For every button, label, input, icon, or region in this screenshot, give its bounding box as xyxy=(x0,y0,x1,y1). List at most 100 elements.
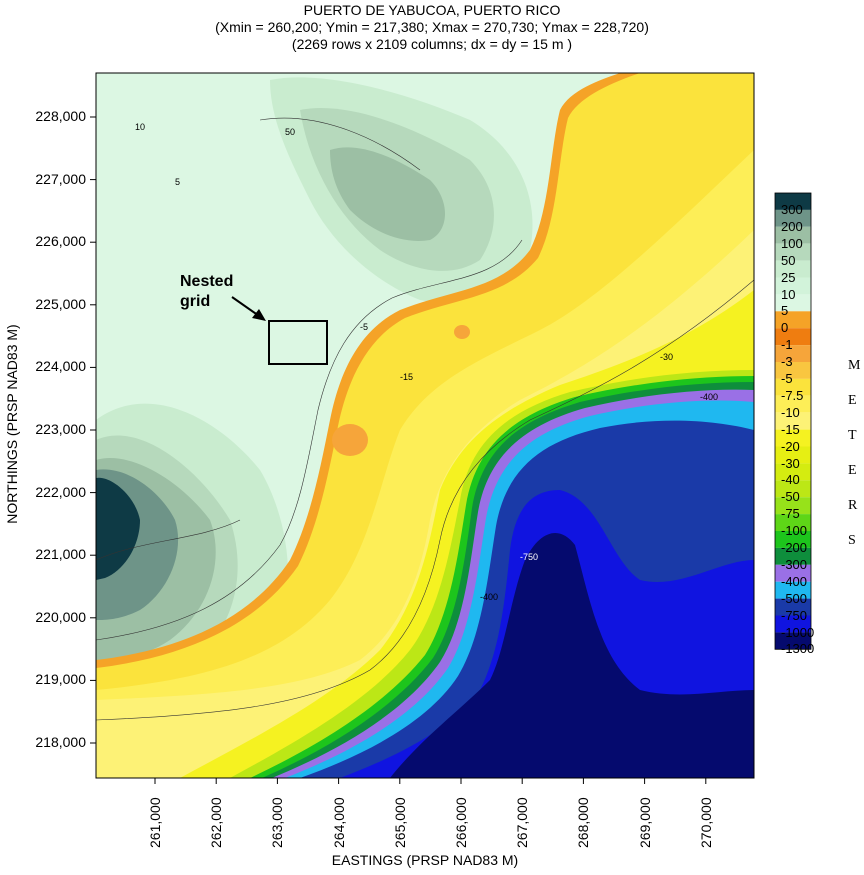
units-letter: S xyxy=(848,533,856,548)
legend-label: -200 xyxy=(781,540,808,555)
legend-label: 5 xyxy=(781,303,789,319)
legend-swatch xyxy=(775,243,811,261)
legend-label: -750 xyxy=(781,607,808,623)
nested-grid-arrowhead xyxy=(252,309,266,321)
y-tick-label: 223,000 xyxy=(35,421,86,437)
legend-swatch xyxy=(775,446,811,464)
legend-swatch xyxy=(775,564,811,582)
legend-swatch xyxy=(775,497,811,515)
legend-swatch xyxy=(775,328,811,346)
x-axis-label: EASTINGS (PRSP NAD83 M) xyxy=(331,852,519,868)
x-tick-label: 265,000 xyxy=(391,797,408,848)
legend-label: -5 xyxy=(781,371,793,386)
legend-label: 0 xyxy=(781,320,789,336)
contour-label: 50 xyxy=(285,127,295,137)
y-tick-label: 221,000 xyxy=(35,546,86,563)
legend-swatch xyxy=(775,531,811,548)
contour-line xyxy=(96,279,754,721)
contour-line xyxy=(96,239,523,641)
legend-label: -100 xyxy=(781,523,808,539)
x-tick-label: 262,000 xyxy=(208,797,225,848)
legend-label: -10 xyxy=(781,404,800,420)
contour-label: -400 xyxy=(480,592,498,602)
legend-label: -1000 xyxy=(781,624,815,640)
x-tick-label: 261,000 xyxy=(147,797,163,848)
legend-swatch xyxy=(775,260,811,278)
shoal xyxy=(332,424,368,456)
legend-label: -3 xyxy=(781,354,793,370)
x-tick-label: 269,000 xyxy=(636,797,653,848)
nested-grid-label: Nested grid xyxy=(180,273,234,310)
legend-swatch xyxy=(775,412,811,430)
legend-label: -1300 xyxy=(781,641,815,657)
units-letter: R xyxy=(848,498,858,513)
units-letter: M xyxy=(848,358,861,373)
plot-frame xyxy=(95,72,755,779)
legend-label: 300 xyxy=(781,202,803,217)
shoal xyxy=(454,325,470,339)
legend-swatch xyxy=(775,311,811,329)
legend-swatch xyxy=(775,514,811,531)
terrain-300 xyxy=(96,477,140,580)
legend-frame xyxy=(774,192,812,650)
legend-label: -40 xyxy=(781,472,800,488)
legend-label: -7.5 xyxy=(781,387,804,403)
legend-swatch xyxy=(775,429,811,447)
legend-label: -15 xyxy=(781,421,800,437)
x-tick-label: 266,000 xyxy=(453,797,469,848)
y-tick-marks xyxy=(90,116,96,744)
map-title: PUERTO DE YABUCOA, PUERTO RICO (Xmin = 2… xyxy=(0,2,864,53)
title-line-1: PUERTO DE YABUCOA, PUERTO RICO xyxy=(303,2,561,18)
legend-label: 50 xyxy=(781,252,796,268)
y-tick-label: 228,000 xyxy=(35,108,86,124)
x-tick-marks xyxy=(154,778,707,784)
legend-label: -1 xyxy=(781,337,793,353)
contour-label: -750 xyxy=(520,552,538,562)
legend-label: -400 xyxy=(781,573,808,589)
legend-label: 10 xyxy=(781,286,796,302)
legend-label: -50 xyxy=(781,489,800,505)
title-line-2: (Xmin = 260,200; Ymin = 217,380; Xmax = … xyxy=(215,19,649,35)
legend-swatch xyxy=(775,547,811,565)
legend-swatch xyxy=(775,226,811,244)
legend-label: 200 xyxy=(781,218,803,234)
legend-swatch xyxy=(775,480,811,498)
legend-swatch xyxy=(775,362,811,379)
y-tick-label: 227,000 xyxy=(35,170,86,187)
legend-label: -75 xyxy=(781,506,800,522)
contour-label: -15 xyxy=(400,372,413,382)
y-tick-label: 225,000 xyxy=(35,295,86,312)
contour-line xyxy=(259,117,421,171)
legend-swatch xyxy=(775,395,811,413)
y-tick-label: 224,000 xyxy=(35,358,86,375)
y-tick-label: 218,000 xyxy=(35,734,86,750)
legend-swatch xyxy=(775,294,811,312)
y-axis-label: NORTHINGS (PRSP NAD83 M) xyxy=(4,324,20,524)
y-tick-label: 222,000 xyxy=(35,483,86,500)
y-tick-label: 226,000 xyxy=(35,233,86,250)
legend-label: -500 xyxy=(781,590,808,606)
units-letter: T xyxy=(848,428,857,443)
terrain-north-100 xyxy=(330,147,445,241)
contour-label: 5 xyxy=(175,177,180,187)
legend-swatch xyxy=(775,378,811,396)
units-letter: E xyxy=(848,463,857,478)
x-tick-label: 267,000 xyxy=(514,797,531,848)
legend-swatch xyxy=(775,632,811,650)
legend-swatch xyxy=(775,193,811,210)
legend-label: -20 xyxy=(781,438,800,454)
x-tick-label: 264,000 xyxy=(330,797,347,848)
legend xyxy=(774,192,812,650)
x-tick-label: 270,000 xyxy=(697,797,714,848)
legend-label: -300 xyxy=(781,556,808,572)
legend-swatch xyxy=(775,277,811,295)
legend-label: 100 xyxy=(781,235,803,251)
units-letter: E xyxy=(848,393,857,408)
legend-swatch xyxy=(775,345,811,362)
contour-label: -5 xyxy=(360,322,368,332)
contour-label: -400 xyxy=(700,392,718,402)
legend-label: 25 xyxy=(781,269,796,285)
contour-label: -30 xyxy=(660,352,673,362)
legend-swatch xyxy=(775,615,811,633)
